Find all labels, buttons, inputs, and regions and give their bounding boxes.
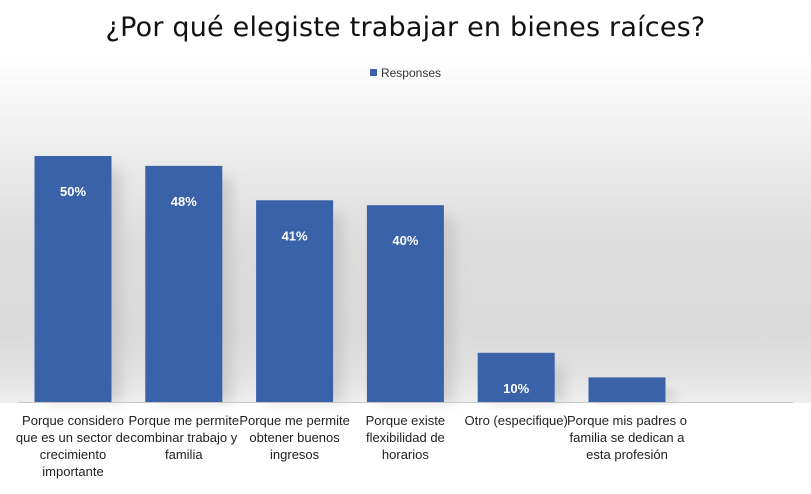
bar-5[interactable] — [477, 352, 555, 402]
data-label-1: 50% — [60, 184, 86, 199]
data-label-5: 10% — [503, 381, 529, 396]
chart-title: ¿Por qué elegiste trabajar en bienes raí… — [105, 12, 706, 43]
category-label-3: Porque me permite obtener buenos ingreso… — [239, 413, 350, 462]
legend-label: Responses — [380, 66, 442, 80]
legend-swatch — [369, 69, 377, 77]
category-label-4: Porque existe flexibilidad de horarios — [365, 413, 446, 462]
category-label-1: Porque considero que es un sector de cre… — [15, 413, 131, 479]
bar-3[interactable] — [256, 200, 334, 402]
bar-1[interactable] — [34, 156, 112, 402]
category-label-5: Otro (especifique) — [464, 413, 568, 428]
bar-6[interactable] — [588, 377, 666, 402]
data-label-3: 41% — [282, 228, 308, 243]
data-label-2: 48% — [171, 194, 197, 209]
category-label-2: Porque me permite combinar trabajo y fam… — [128, 413, 240, 462]
data-label-4: 40% — [392, 233, 418, 248]
bar-4[interactable] — [366, 205, 444, 402]
bar-2[interactable] — [145, 165, 223, 402]
data-label-6: 5% — [618, 405, 637, 420]
legend: Responses — [0, 66, 811, 80]
category-label-6: Porque mis padres o familia se dedican a… — [567, 413, 687, 462]
